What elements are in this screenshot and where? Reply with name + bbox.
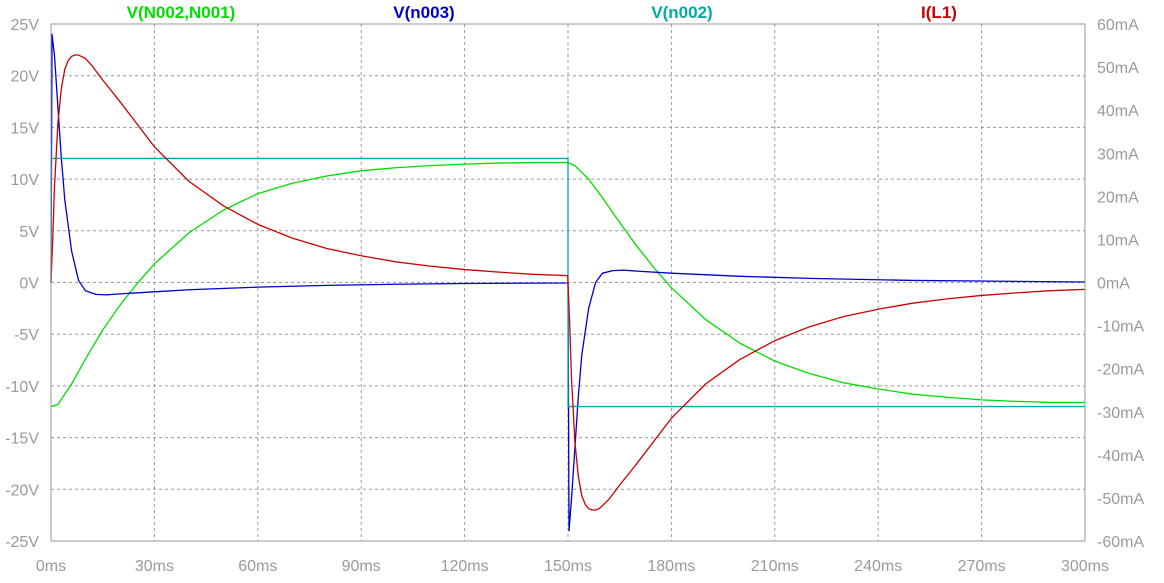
y2-tick-label: 50mA xyxy=(1097,60,1139,77)
y-tick-label: -5V xyxy=(14,327,39,344)
x-tick-label: 270ms xyxy=(958,558,1006,575)
y-tick-label: 0V xyxy=(19,276,39,293)
right-axis-tick-labels: 60mA 50mA 40mA 30mA 20mA 10mA 0mA -10mA -20mA -30… xyxy=(1097,17,1144,551)
x-tick-label: 120ms xyxy=(441,558,489,575)
x-tick-label: 0ms xyxy=(36,558,66,575)
trace-titles: V(N002,N001) V(n003) V(n002) I(L1) xyxy=(127,3,957,22)
y-tick-label: -15V xyxy=(5,431,39,448)
trace-title[interactable]: V(n003) xyxy=(393,3,454,22)
y2-tick-label: 30mA xyxy=(1097,146,1139,163)
x-axis-tick-labels: 0ms 30ms 60ms 90ms 120ms 150ms 180ms 210ms 240ms… xyxy=(36,558,1109,575)
trace-v-n002-n001 xyxy=(50,161,1085,408)
y2-tick-label: 40mA xyxy=(1097,103,1139,120)
y2-tick-label: -50mA xyxy=(1097,491,1144,508)
x-tick-label: 240ms xyxy=(854,558,902,575)
y-tick-label: 15V xyxy=(11,120,40,137)
y2-tick-label: -40mA xyxy=(1097,448,1144,465)
x-tick-label: 90ms xyxy=(342,558,381,575)
x-tick-label: 180ms xyxy=(647,558,695,575)
y-tick-label: -25V xyxy=(5,534,39,551)
y2-tick-label: 20mA xyxy=(1097,189,1139,206)
y2-tick-label: -20mA xyxy=(1097,362,1144,379)
left-axis-tick-labels: 25V 20V 15V 10V 5V 0V -5V -10V -15V -20V -25V xyxy=(5,17,39,551)
y-tick-label: 5V xyxy=(19,224,39,241)
trace-i-l1 xyxy=(50,54,1086,511)
x-tick-label: 150ms xyxy=(544,558,592,575)
trace-title[interactable]: V(N002,N001) xyxy=(127,3,236,22)
trace-title[interactable]: I(L1) xyxy=(921,3,957,22)
y2-tick-label: -30mA xyxy=(1097,405,1144,422)
x-tick-label: 300ms xyxy=(1061,558,1109,575)
trace-title[interactable]: V(n002) xyxy=(651,3,712,22)
x-tick-label: 60ms xyxy=(238,558,277,575)
x-tick-label: 30ms xyxy=(135,558,174,575)
y2-tick-label: -60mA xyxy=(1097,534,1144,551)
y-tick-label: 25V xyxy=(11,17,40,34)
x-tick-label: 210ms xyxy=(751,558,799,575)
y2-tick-label: 0mA xyxy=(1097,276,1130,293)
trace-v-n003 xyxy=(50,33,1086,532)
y-tick-label: 20V xyxy=(11,69,40,86)
y2-tick-label: 10mA xyxy=(1097,232,1139,249)
y-tick-label: -10V xyxy=(5,379,39,396)
y-tick-label: -20V xyxy=(5,482,39,499)
y2-tick-label: 60mA xyxy=(1097,17,1139,34)
y2-tick-label: -10mA xyxy=(1097,319,1144,336)
plot-frame xyxy=(50,23,1086,542)
y-tick-label: 10V xyxy=(11,172,40,189)
